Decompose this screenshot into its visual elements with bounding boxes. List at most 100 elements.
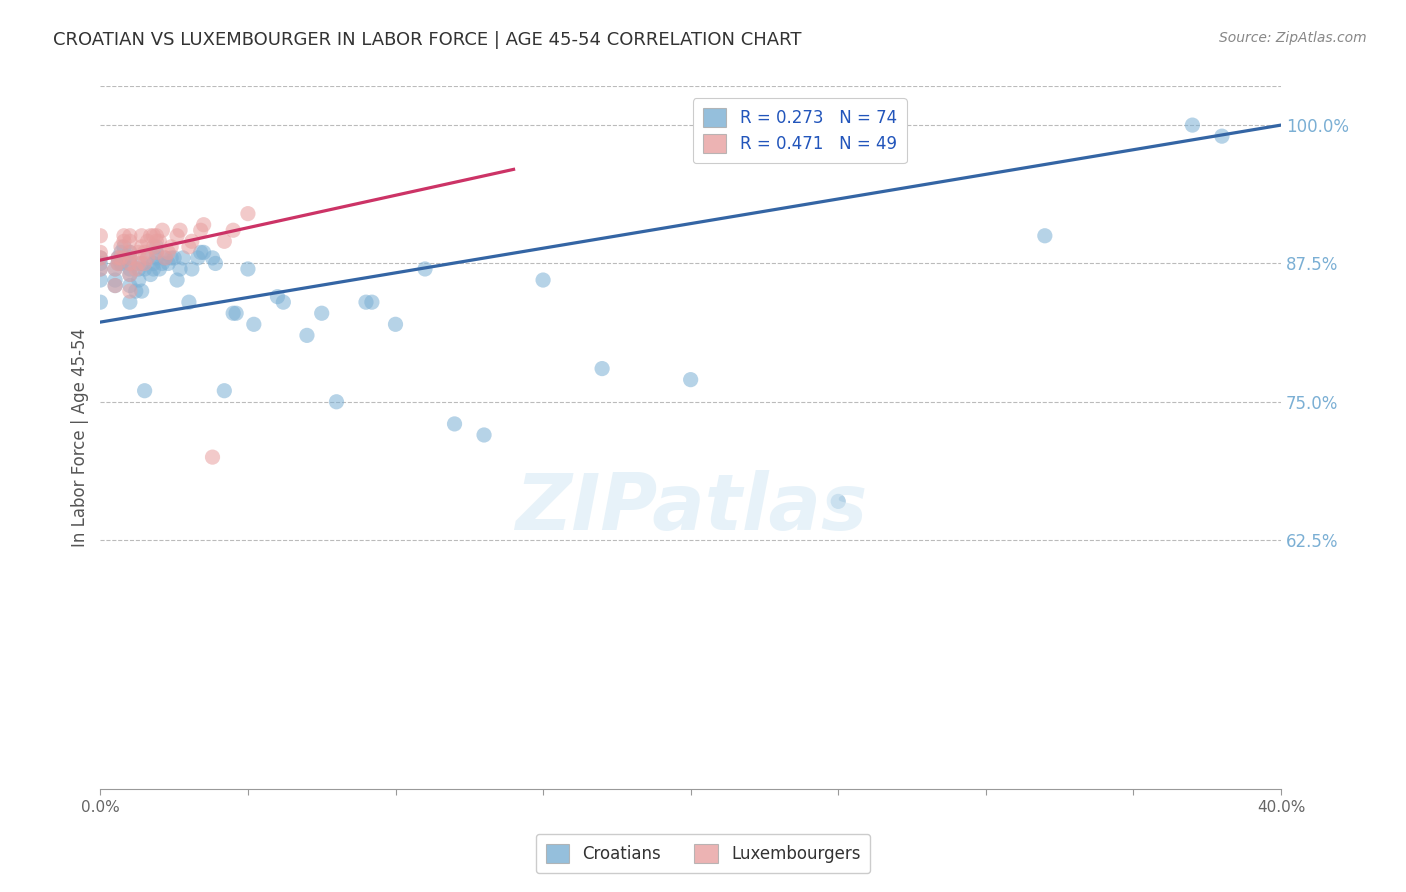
Point bbox=[118, 235, 141, 249]
Point bbox=[142, 240, 165, 254]
Point bbox=[142, 228, 165, 243]
Point bbox=[160, 240, 183, 254]
Point bbox=[118, 295, 141, 310]
Point bbox=[1181, 118, 1204, 132]
Point bbox=[413, 262, 436, 277]
Point bbox=[145, 228, 167, 243]
Point bbox=[177, 295, 200, 310]
Point bbox=[136, 251, 159, 265]
Point bbox=[107, 256, 129, 270]
Point bbox=[295, 328, 318, 343]
Point bbox=[118, 228, 141, 243]
Point bbox=[139, 228, 162, 243]
Point bbox=[145, 245, 167, 260]
Text: Source: ZipAtlas.com: Source: ZipAtlas.com bbox=[1219, 31, 1367, 45]
Point bbox=[110, 245, 132, 260]
Point bbox=[325, 394, 347, 409]
Point bbox=[89, 251, 111, 265]
Point bbox=[443, 417, 465, 431]
Point bbox=[190, 245, 212, 260]
Point bbox=[145, 245, 167, 260]
Point bbox=[187, 251, 209, 265]
Point bbox=[163, 251, 186, 265]
Point bbox=[131, 284, 153, 298]
Point bbox=[110, 251, 132, 265]
Point bbox=[134, 256, 156, 270]
Point bbox=[89, 228, 111, 243]
Point bbox=[125, 284, 148, 298]
Point bbox=[169, 262, 191, 277]
Point bbox=[118, 256, 141, 270]
Point bbox=[104, 273, 127, 287]
Point bbox=[190, 223, 212, 237]
Point bbox=[118, 245, 141, 260]
Point bbox=[89, 295, 111, 310]
Point bbox=[225, 306, 247, 320]
Point bbox=[311, 306, 333, 320]
Point bbox=[112, 235, 135, 249]
Y-axis label: In Labor Force | Age 45-54: In Labor Force | Age 45-54 bbox=[72, 328, 89, 548]
Point bbox=[89, 262, 111, 277]
Point bbox=[128, 256, 150, 270]
Point bbox=[166, 228, 188, 243]
Point bbox=[89, 256, 111, 270]
Point bbox=[118, 256, 141, 270]
Point bbox=[118, 245, 141, 260]
Point bbox=[236, 262, 259, 277]
Point bbox=[177, 240, 200, 254]
Point bbox=[107, 256, 129, 270]
Legend: R = 0.273   N = 74, R = 0.471   N = 49: R = 0.273 N = 74, R = 0.471 N = 49 bbox=[693, 98, 907, 163]
Point bbox=[273, 295, 295, 310]
Point bbox=[142, 256, 165, 270]
Point bbox=[193, 218, 215, 232]
Point bbox=[1211, 129, 1233, 144]
Point bbox=[160, 251, 183, 265]
Point bbox=[145, 240, 167, 254]
Point bbox=[222, 306, 245, 320]
Point bbox=[169, 223, 191, 237]
Point bbox=[118, 268, 141, 282]
Point bbox=[131, 256, 153, 270]
Point bbox=[150, 223, 173, 237]
Point bbox=[361, 295, 384, 310]
Point bbox=[201, 450, 224, 464]
Point bbox=[89, 251, 111, 265]
Point bbox=[243, 318, 266, 332]
Point bbox=[89, 245, 111, 260]
Point bbox=[166, 273, 188, 287]
Point bbox=[118, 251, 141, 265]
Point bbox=[201, 251, 224, 265]
Point bbox=[204, 256, 226, 270]
Point bbox=[148, 235, 170, 249]
Text: ZIPatlas: ZIPatlas bbox=[515, 470, 866, 546]
Point bbox=[214, 235, 236, 249]
Point bbox=[128, 262, 150, 277]
Point bbox=[180, 262, 202, 277]
Point bbox=[531, 273, 554, 287]
Point bbox=[172, 251, 194, 265]
Point bbox=[125, 262, 148, 277]
Point bbox=[591, 361, 613, 376]
Point bbox=[157, 256, 180, 270]
Point bbox=[827, 494, 849, 508]
Point bbox=[118, 284, 141, 298]
Point bbox=[139, 268, 162, 282]
Point bbox=[134, 262, 156, 277]
Point bbox=[131, 228, 153, 243]
Point bbox=[145, 235, 167, 249]
Point bbox=[1033, 228, 1056, 243]
Point bbox=[107, 251, 129, 265]
Point bbox=[134, 245, 156, 260]
Point bbox=[679, 373, 702, 387]
Point bbox=[89, 262, 111, 277]
Point bbox=[222, 223, 245, 237]
Point bbox=[266, 290, 288, 304]
Point bbox=[214, 384, 236, 398]
Point bbox=[110, 256, 132, 270]
Point bbox=[128, 245, 150, 260]
Point bbox=[112, 251, 135, 265]
Point bbox=[104, 278, 127, 293]
Point bbox=[128, 273, 150, 287]
Point bbox=[118, 251, 141, 265]
Point bbox=[118, 268, 141, 282]
